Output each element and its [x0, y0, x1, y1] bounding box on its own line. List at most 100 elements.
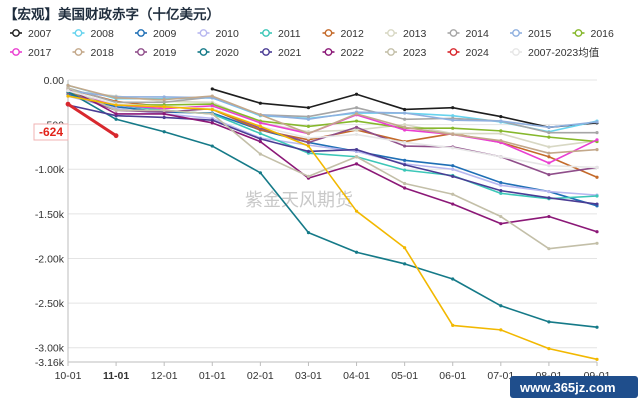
series-2024: [65, 101, 119, 139]
data-point: [65, 101, 71, 107]
series-line: [67, 84, 598, 154]
data-point: [306, 144, 311, 148]
data-point: [595, 138, 599, 142]
data-point: [354, 92, 359, 96]
legend-swatch-marker: [574, 29, 583, 37]
data-point: [258, 121, 262, 125]
data-point: [403, 262, 407, 266]
data-point: [210, 121, 214, 125]
legend-label: 2023: [403, 47, 427, 59]
data-point: [210, 107, 214, 112]
data-point: [210, 94, 214, 98]
data-point: [306, 124, 311, 129]
data-point: [258, 113, 262, 117]
legend-label: 2007: [28, 28, 52, 40]
legend: 2007 2008 2009 2010 2011 2012 2013 2014 2015 2016…: [10, 28, 614, 59]
data-point: [258, 152, 262, 156]
legend-label: 2013: [403, 28, 427, 40]
x-tick-label: 02-01: [247, 370, 274, 382]
data-point: [451, 126, 455, 130]
data-point: [595, 175, 599, 179]
callout-box: [33, 123, 69, 141]
data-point: [499, 328, 503, 332]
data-point: [66, 89, 70, 93]
data-point: [403, 168, 407, 172]
data-point: [547, 155, 551, 159]
data-point: [499, 191, 503, 195]
data-point: [306, 149, 311, 153]
legend-item: 2021: [260, 47, 302, 59]
data-point: [258, 101, 262, 105]
data-point: [499, 131, 503, 136]
legend-swatch-marker: [137, 29, 145, 37]
data-point: [451, 132, 455, 137]
series-2023: [66, 86, 599, 251]
data-point: [547, 214, 551, 219]
y-tick-label: -1.50k: [35, 209, 65, 221]
legend-label: 2022: [341, 47, 365, 59]
data-point: [403, 107, 407, 112]
data-point: [499, 139, 503, 143]
data-point: [451, 202, 455, 206]
data-point: [210, 112, 214, 116]
series-line: [67, 104, 598, 205]
legend-item: 2017: [10, 47, 52, 59]
legend-swatch-marker: [262, 48, 270, 56]
x-tick-label: 01-01: [199, 370, 226, 382]
legend-label: 2019: [153, 47, 177, 59]
legend-item: 2013: [385, 28, 427, 40]
series-line: [67, 91, 598, 176]
data-point: [258, 124, 262, 129]
data-point: [162, 130, 166, 134]
data-point: [451, 174, 455, 178]
data-point: [595, 148, 599, 152]
legend-item: 2022: [322, 47, 365, 59]
data-point: [547, 151, 551, 155]
data-point: [547, 172, 551, 177]
legend-swatch-marker: [449, 48, 458, 56]
data-point: [547, 131, 551, 135]
data-point: [547, 189, 551, 194]
data-point: [403, 186, 407, 190]
data-point: [306, 131, 311, 136]
data-point: [114, 117, 118, 121]
series-2019-yellow: [66, 94, 599, 361]
data-point: [499, 129, 503, 133]
data-point: [547, 196, 551, 200]
legend-label: 2010: [216, 28, 240, 40]
legend-swatch-marker: [387, 48, 395, 56]
data-point: [595, 202, 599, 206]
series-line: [67, 102, 117, 137]
legend-item: 2007-2023均值: [510, 46, 600, 59]
legend-item: 2007: [10, 28, 52, 40]
data-point: [403, 246, 407, 250]
series-lines: [65, 83, 599, 361]
legend-swatch-marker: [12, 48, 20, 56]
data-point: [306, 117, 311, 121]
data-point: [499, 114, 503, 119]
data-point: [595, 131, 599, 135]
data-point: [451, 167, 455, 171]
y-tick-label: -3.00k: [35, 343, 65, 355]
grid: [68, 79, 597, 349]
legend-item: 2024: [447, 47, 490, 59]
legend-label: 2009: [153, 28, 177, 40]
series-line: [67, 89, 598, 129]
watermark: 紫金天风期货: [245, 190, 353, 210]
data-point: [306, 231, 311, 235]
legend-swatch-marker: [262, 29, 270, 37]
data-point: [162, 95, 166, 99]
series-line: [67, 87, 598, 250]
data-point: [499, 304, 503, 308]
legend-label: 2024: [466, 47, 490, 59]
y-tick-label: -2.00k: [35, 253, 65, 265]
legend-swatch-marker: [387, 29, 395, 37]
data-point: [258, 137, 262, 141]
data-point: [114, 108, 118, 112]
data-point: [547, 347, 551, 351]
data-point: [499, 222, 503, 226]
callout-label: -624: [39, 125, 63, 139]
data-point: [114, 103, 118, 107]
legend-item: 2009: [135, 28, 177, 40]
data-point: [210, 87, 214, 91]
